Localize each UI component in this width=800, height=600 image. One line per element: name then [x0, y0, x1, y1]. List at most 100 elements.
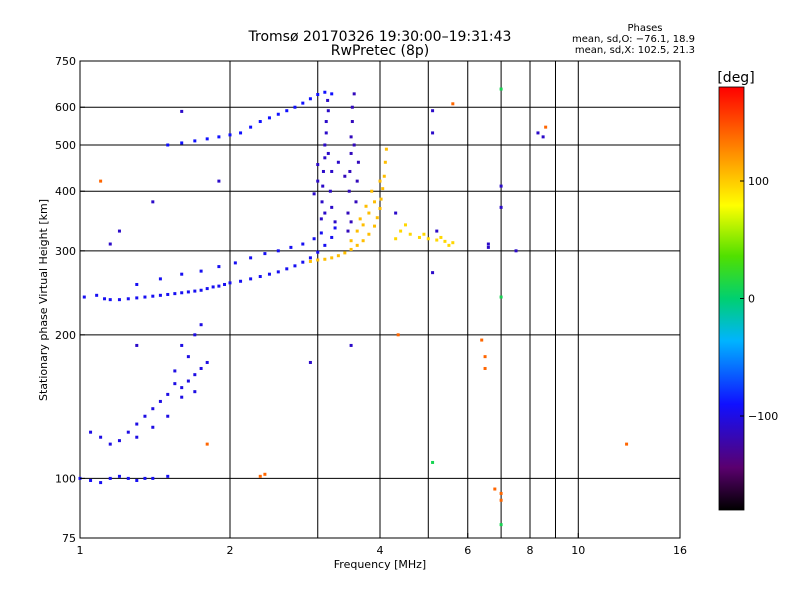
data-point	[541, 135, 545, 139]
data-point	[330, 169, 334, 173]
data-point	[151, 425, 155, 429]
data-point	[373, 224, 377, 228]
data-point	[151, 407, 155, 411]
y-tick-label: 500	[55, 139, 76, 152]
data-point	[316, 258, 320, 262]
data-point	[439, 235, 443, 239]
data-point	[346, 211, 350, 215]
data-point	[321, 169, 325, 173]
data-point	[349, 343, 353, 347]
data-point	[180, 141, 184, 145]
data-point	[321, 184, 325, 188]
data-point	[431, 109, 435, 113]
data-point	[330, 235, 334, 239]
data-point	[486, 245, 490, 249]
data-point	[143, 295, 147, 299]
data-point	[301, 260, 305, 264]
data-point	[375, 216, 379, 220]
data-point	[258, 275, 262, 279]
data-point	[193, 289, 197, 293]
data-point	[99, 481, 103, 485]
colorbar-tick-label: −100	[748, 410, 778, 423]
data-point	[293, 264, 297, 268]
y-axis-ticks: 75 100 200 300 400 500 600 750	[55, 55, 85, 545]
data-point	[223, 282, 227, 286]
data-point	[117, 474, 121, 478]
data-point	[193, 373, 197, 377]
data-point	[378, 179, 382, 183]
data-point	[350, 105, 354, 109]
data-point	[326, 151, 330, 155]
data-point	[514, 249, 518, 253]
data-point	[356, 160, 360, 164]
data-point	[349, 151, 353, 155]
y-tick-label: 200	[55, 329, 76, 342]
data-point	[319, 217, 323, 221]
data-point	[324, 131, 328, 135]
data-point	[166, 292, 170, 296]
data-point	[308, 256, 312, 260]
data-points	[78, 87, 629, 527]
data-point	[355, 243, 359, 247]
data-point	[348, 169, 352, 173]
data-point	[117, 439, 121, 443]
data-point	[483, 355, 487, 359]
data-point	[217, 265, 221, 269]
data-point	[347, 189, 351, 193]
data-point	[289, 245, 293, 249]
data-point	[276, 112, 280, 116]
x-tick-label: 10	[571, 544, 585, 557]
data-point	[205, 442, 209, 446]
data-point	[323, 90, 327, 94]
data-point	[143, 414, 147, 418]
data-point	[443, 239, 447, 243]
data-point	[258, 120, 262, 124]
data-point	[199, 366, 203, 370]
data-point	[399, 229, 403, 233]
data-point	[625, 442, 629, 446]
data-point	[536, 131, 540, 135]
grid-lines	[80, 61, 680, 538]
data-point	[328, 189, 332, 193]
data-point	[499, 523, 503, 527]
legend-o-stats: mean, sd,O: −76.1, 18.9	[572, 34, 695, 45]
data-point	[333, 226, 337, 230]
data-point	[326, 109, 330, 113]
data-point	[394, 211, 398, 215]
y-tick-label: 400	[55, 185, 76, 198]
data-point	[435, 238, 439, 242]
data-point	[263, 252, 267, 256]
data-point	[373, 200, 377, 204]
data-point	[486, 242, 490, 246]
data-point	[239, 279, 243, 283]
x-tick-label: 4	[377, 544, 384, 557]
data-point	[258, 474, 262, 478]
data-point	[349, 220, 353, 224]
data-point	[352, 92, 356, 96]
data-point	[364, 204, 368, 208]
data-point	[173, 292, 177, 296]
data-point	[205, 360, 209, 364]
data-point	[499, 491, 503, 495]
colorbar-tick-label: 100	[748, 175, 769, 188]
x-tick-label: 16	[673, 544, 687, 557]
data-point	[158, 293, 162, 297]
chart-subtitle: RwPretec (8p)	[331, 43, 429, 59]
data-point	[228, 133, 232, 137]
data-point	[367, 211, 371, 215]
data-point	[186, 355, 190, 359]
data-point	[173, 382, 177, 386]
chart-title: Tromsø 20170326 19:30:00–19:31:43	[248, 29, 512, 45]
data-point	[301, 101, 305, 105]
data-point	[158, 399, 162, 403]
data-point	[186, 379, 190, 383]
data-point	[308, 360, 312, 364]
data-point	[276, 249, 280, 253]
data-point	[180, 386, 184, 390]
data-point	[193, 139, 197, 143]
data-point	[320, 200, 324, 204]
data-point	[199, 269, 203, 273]
data-point	[408, 232, 412, 236]
x-tick-label: 6	[464, 544, 471, 557]
